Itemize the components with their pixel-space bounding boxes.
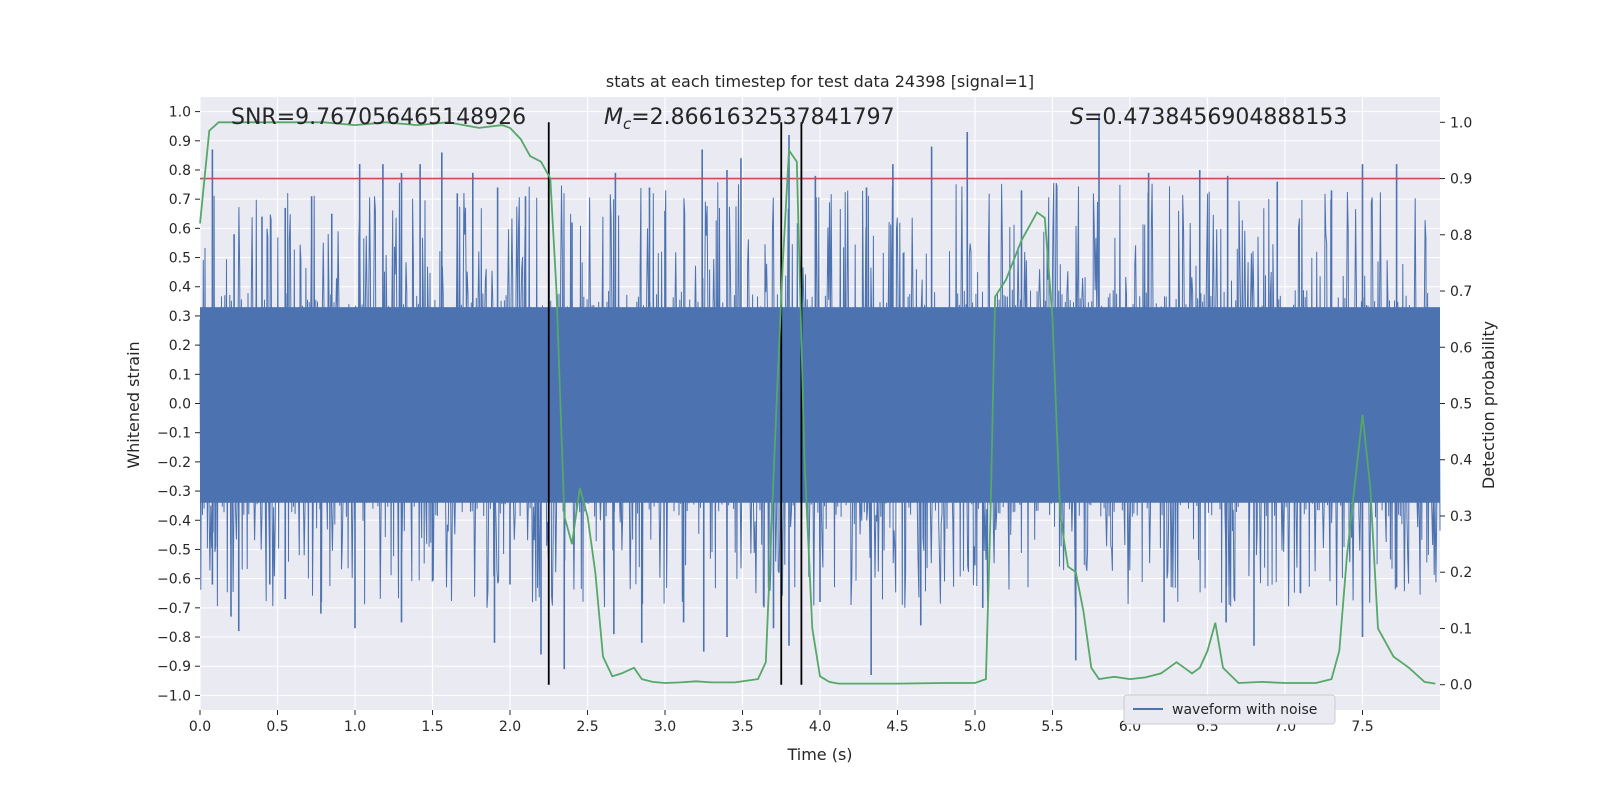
tick-labels: 0.0 0.5 1.0 1.5 2.0 2.5 3.0 3.5 4.0 4.5 5.0 5.5 6.0 6… (157, 105, 1472, 735)
y-left-tick-label: 0.4 (169, 280, 191, 296)
y-left-tick-label: −0.3 (157, 484, 191, 500)
y-left-tick-label: −0.6 (157, 572, 191, 588)
s-symbol: S (1070, 105, 1084, 130)
y-left-tick-label: 0.2 (169, 338, 191, 354)
y-right-tick-label: 0.6 (1450, 340, 1472, 356)
y-right-tick-label: 0.2 (1450, 565, 1472, 581)
overlay (199, 121, 1440, 685)
x-axis-label: Time (s) (786, 745, 852, 764)
mc-symbol: M (604, 105, 623, 130)
x-tick-label: 3.5 (731, 719, 753, 735)
y-left-tick-label: 0.8 (169, 163, 191, 179)
mc-value: =2.8661632537841797 (631, 105, 894, 130)
y-right-tick-label: 0.1 (1450, 621, 1472, 637)
y-left-tick-label: −1.0 (157, 688, 191, 704)
s-value: =0.4738456904888153 (1084, 105, 1347, 130)
legend: waveform with noise (1123, 694, 1336, 725)
y-left-tick-label: −0.7 (157, 601, 191, 617)
y-left-tick-label: 0.9 (169, 134, 191, 150)
y-axis-label-right: Detection probability (1479, 321, 1498, 489)
y-left-tick-label: −0.8 (157, 630, 191, 646)
snr-annotation: SNR=9.767056465148926 (231, 105, 526, 130)
x-tick-label: 5.5 (1041, 719, 1063, 735)
y-right-tick-label: 0.4 (1450, 453, 1472, 469)
x-tick-label: 5.0 (964, 719, 986, 735)
x-tick-label: 1.5 (421, 719, 443, 735)
y-right-tick-label: 1.0 (1450, 115, 1472, 131)
y-right-tick-label: 0.7 (1450, 284, 1472, 300)
y-left-tick-label: 0.0 (169, 397, 191, 413)
x-tick-label: 4.5 (886, 719, 908, 735)
s-annotation: S=0.4738456904888153 (1070, 105, 1347, 130)
y-left-tick-label: −0.5 (157, 542, 191, 558)
y-left-tick-label: 0.5 (169, 251, 191, 267)
y-left-tick-label: −0.9 (157, 659, 191, 675)
y-left-tick-label: −0.4 (157, 513, 191, 529)
y-left-tick-label: −0.1 (157, 426, 191, 442)
y-right-tick-label: 0.8 (1450, 228, 1472, 244)
y-left-tick-label: 0.3 (169, 309, 191, 325)
x-tick-label: 4.0 (809, 719, 831, 735)
x-tick-label: 0.5 (266, 719, 288, 735)
x-tick-label: 0.0 (189, 719, 211, 735)
detection-probability-line (199, 121, 1436, 685)
x-tick-label: 1.0 (344, 719, 366, 735)
y-left-tick-label: 0.6 (169, 221, 191, 237)
x-tick-label: 3.0 (654, 719, 676, 735)
y-axis-label-left: Whitened strain (124, 341, 143, 468)
y-right-tick-label: 0.3 (1450, 509, 1472, 525)
mc-annotation: Mc=2.8661632537841797 (604, 105, 895, 133)
legend-entry-waveform: waveform with noise (1172, 702, 1317, 718)
y-left-tick-label: 0.7 (169, 192, 191, 208)
y-left-tick-label: −0.2 (157, 455, 191, 471)
x-tick-label: 2.0 (499, 719, 521, 735)
legend-box (1123, 694, 1336, 725)
y-left-tick-label: 1.0 (169, 105, 191, 121)
y-right-tick-label: 0.9 (1450, 172, 1472, 188)
mc-subscript: c (623, 115, 632, 133)
waveform-series (199, 114, 1441, 675)
y-right-tick-label: 0.0 (1450, 678, 1472, 694)
chart-title: stats at each timestep for test data 243… (606, 72, 1034, 91)
y-right-tick-label: 0.5 (1450, 397, 1472, 413)
x-tick-label: 7.5 (1351, 719, 1373, 735)
y-left-tick-label: 0.1 (169, 367, 191, 383)
x-tick-label: 2.5 (576, 719, 598, 735)
